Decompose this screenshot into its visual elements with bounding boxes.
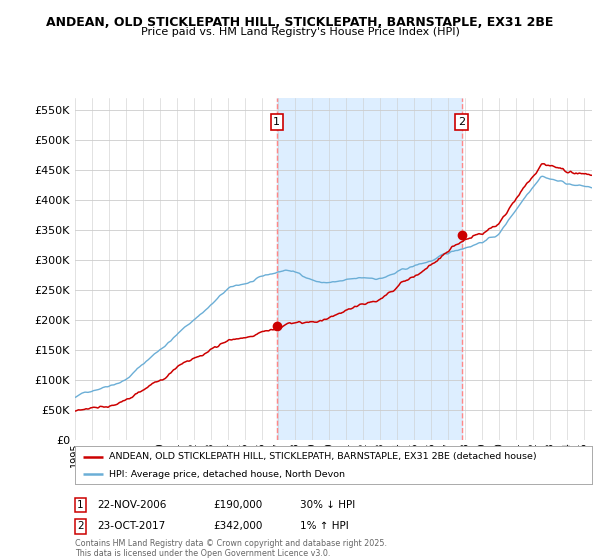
Text: HPI: Average price, detached house, North Devon: HPI: Average price, detached house, Nort… <box>109 470 344 479</box>
Text: 1: 1 <box>273 117 280 127</box>
Text: Price paid vs. HM Land Registry's House Price Index (HPI): Price paid vs. HM Land Registry's House … <box>140 27 460 37</box>
Text: ANDEAN, OLD STICKLEPATH HILL, STICKLEPATH, BARNSTAPLE, EX31 2BE: ANDEAN, OLD STICKLEPATH HILL, STICKLEPAT… <box>46 16 554 29</box>
Text: 22-NOV-2006: 22-NOV-2006 <box>97 500 167 510</box>
Text: ANDEAN, OLD STICKLEPATH HILL, STICKLEPATH, BARNSTAPLE, EX31 2BE (detached house): ANDEAN, OLD STICKLEPATH HILL, STICKLEPAT… <box>109 452 536 461</box>
Text: 2: 2 <box>77 521 83 531</box>
Bar <box>277 98 461 440</box>
Text: 1% ↑ HPI: 1% ↑ HPI <box>300 521 349 531</box>
Text: £342,000: £342,000 <box>213 521 262 531</box>
Text: 2: 2 <box>458 117 465 127</box>
Text: Contains HM Land Registry data © Crown copyright and database right 2025.
This d: Contains HM Land Registry data © Crown c… <box>75 539 387 558</box>
Text: 23-OCT-2017: 23-OCT-2017 <box>97 521 166 531</box>
Text: 30% ↓ HPI: 30% ↓ HPI <box>300 500 355 510</box>
Text: 1: 1 <box>77 500 83 510</box>
Text: £190,000: £190,000 <box>213 500 262 510</box>
